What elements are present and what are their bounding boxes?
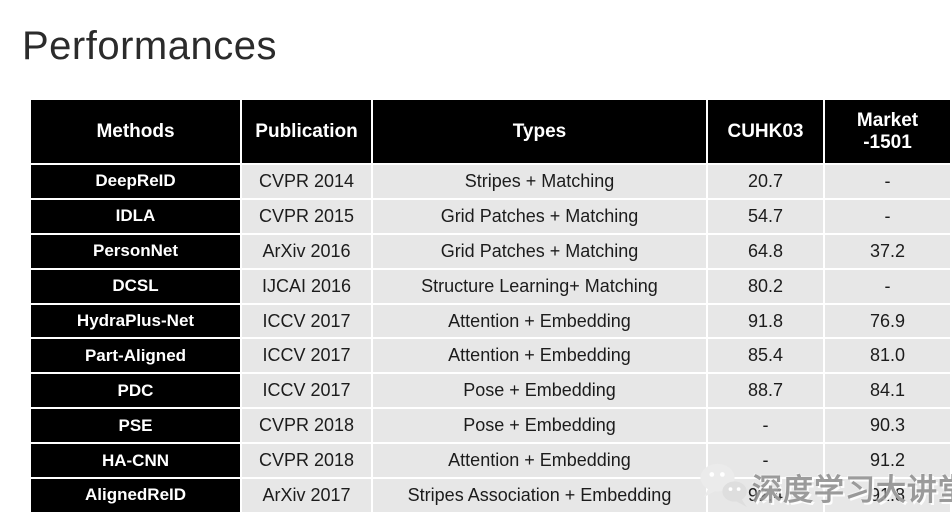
publication-cell: ICCV 2017 [242, 339, 371, 373]
types-cell: Structure Learning+ Matching [373, 269, 706, 303]
method-cell: HA-CNN [31, 444, 240, 478]
types-cell: Stripes Association + Embedding [373, 479, 706, 512]
column-header-market1501: Market -1501 [825, 100, 950, 163]
publication-cell: ArXiv 2017 [242, 479, 371, 512]
publication-cell: CVPR 2014 [242, 165, 371, 198]
cuhk03-cell: 92.4 [708, 479, 823, 512]
cuhk03-cell: 91.8 [708, 304, 823, 338]
market1501-cell: - [825, 269, 950, 303]
market1501-cell: 91.8 [825, 479, 950, 512]
method-cell: DCSL [31, 269, 240, 303]
method-cell: DeepReID [31, 165, 240, 198]
cuhk03-cell: 20.7 [708, 165, 823, 198]
column-header-publication: Publication [242, 100, 371, 163]
column-header-methods: Methods [31, 100, 240, 163]
publication-cell: ICCV 2017 [242, 304, 371, 338]
cuhk03-cell: - [708, 409, 823, 443]
types-cell: Grid Patches + Matching [373, 234, 706, 268]
market1501-cell: - [825, 165, 950, 198]
publication-cell: CVPR 2015 [242, 199, 371, 233]
method-cell: PDC [31, 374, 240, 408]
cuhk03-cell: 80.2 [708, 269, 823, 303]
page-title: Performances [22, 24, 277, 68]
market1501-cell: 84.1 [825, 374, 950, 408]
publication-cell: CVPR 2018 [242, 409, 371, 443]
cuhk03-cell: 64.8 [708, 234, 823, 268]
publication-cell: IJCAI 2016 [242, 269, 371, 303]
types-cell: Pose + Embedding [373, 374, 706, 408]
publication-cell: CVPR 2018 [242, 444, 371, 478]
method-cell: HydraPlus-Net [31, 304, 240, 338]
types-cell: Stripes + Matching [373, 165, 706, 198]
method-cell: PersonNet [31, 234, 240, 268]
types-cell: Attention + Embedding [373, 304, 706, 338]
market1501-cell: 91.2 [825, 444, 950, 478]
method-cell: Part-Aligned [31, 339, 240, 373]
market1501-cell: 37.2 [825, 234, 950, 268]
market1501-cell: 76.9 [825, 304, 950, 338]
cuhk03-cell: 54.7 [708, 199, 823, 233]
market1501-cell: 81.0 [825, 339, 950, 373]
types-cell: Attention + Embedding [373, 339, 706, 373]
market1501-cell: 90.3 [825, 409, 950, 443]
column-header-cuhk03: CUHK03 [708, 100, 823, 163]
cuhk03-cell: - [708, 444, 823, 478]
market1501-cell: - [825, 199, 950, 233]
performance-table: Methods Publication Types CUHK03 Market … [31, 100, 950, 512]
cuhk03-cell: 85.4 [708, 339, 823, 373]
method-cell: AlignedReID [31, 479, 240, 512]
method-cell: PSE [31, 409, 240, 443]
publication-cell: ICCV 2017 [242, 374, 371, 408]
types-cell: Pose + Embedding [373, 409, 706, 443]
publication-cell: ArXiv 2016 [242, 234, 371, 268]
cuhk03-cell: 88.7 [708, 374, 823, 408]
column-header-types: Types [373, 100, 706, 163]
types-cell: Attention + Embedding [373, 444, 706, 478]
method-cell: IDLA [31, 199, 240, 233]
types-cell: Grid Patches + Matching [373, 199, 706, 233]
